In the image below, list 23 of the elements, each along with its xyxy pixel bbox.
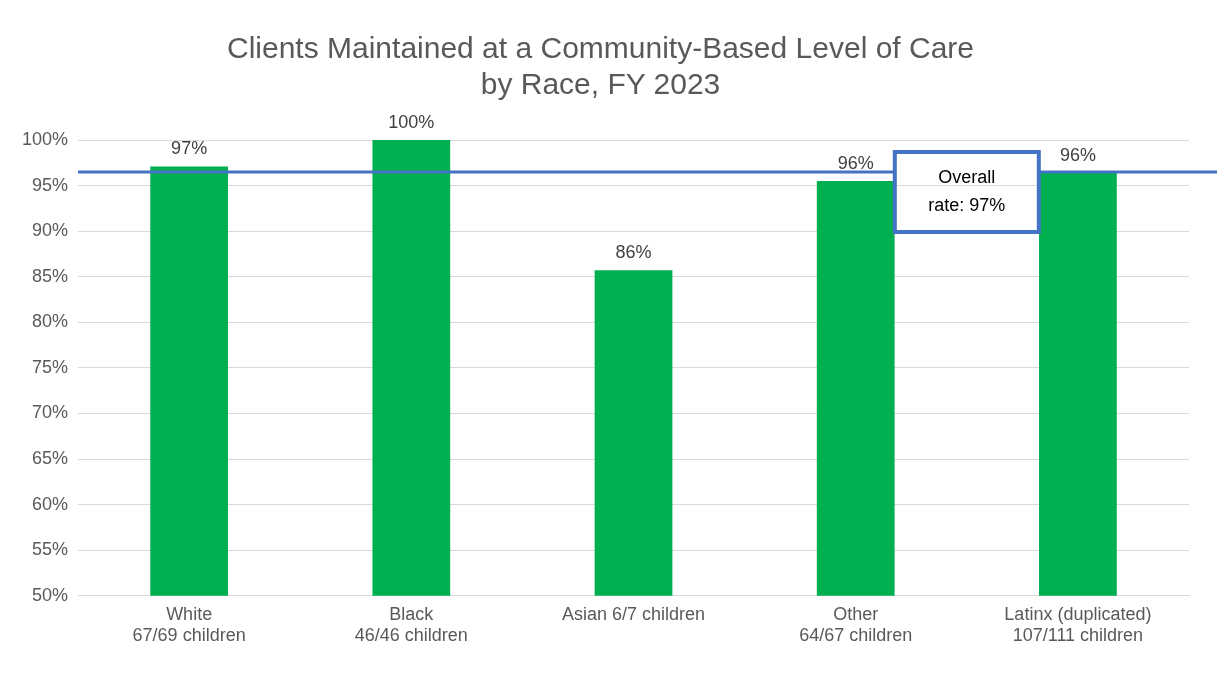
x-tick-label: Asian 6/7 children bbox=[561, 603, 706, 624]
y-tick-label: 80% bbox=[32, 311, 69, 332]
ref-line-label: Overall rate: 97% bbox=[928, 166, 1006, 215]
x-tick-label: Other 64/67 children bbox=[799, 603, 913, 646]
y-tick-label: 95% bbox=[32, 174, 69, 195]
data-label: 86% bbox=[615, 242, 652, 263]
data-label: 96% bbox=[1059, 144, 1096, 165]
data-label: 96% bbox=[837, 152, 874, 173]
y-tick-label: 65% bbox=[32, 448, 69, 469]
y-tick-label: 60% bbox=[32, 493, 69, 514]
y-tick-label: 75% bbox=[32, 356, 69, 377]
x-tick-label: Latinx (duplicated) 107/111 children bbox=[1004, 603, 1152, 646]
y-tick-label: 50% bbox=[32, 584, 69, 605]
y-tick-label: 85% bbox=[32, 265, 69, 286]
y-tick-label: 100% bbox=[21, 128, 69, 149]
y-tick-label: 70% bbox=[32, 402, 69, 423]
y-tick-label: 55% bbox=[32, 539, 69, 560]
y-tick-label: 90% bbox=[32, 220, 69, 241]
chart-title: Clients Maintained at a Community-Based Level of Care by Race, FY 2023 bbox=[226, 31, 975, 101]
x-tick-label: Black 46/46 children bbox=[354, 603, 468, 646]
x-tick-label: White 67/69 children bbox=[132, 603, 246, 646]
data-label: 97% bbox=[171, 138, 208, 159]
data-label: 100% bbox=[388, 111, 435, 132]
